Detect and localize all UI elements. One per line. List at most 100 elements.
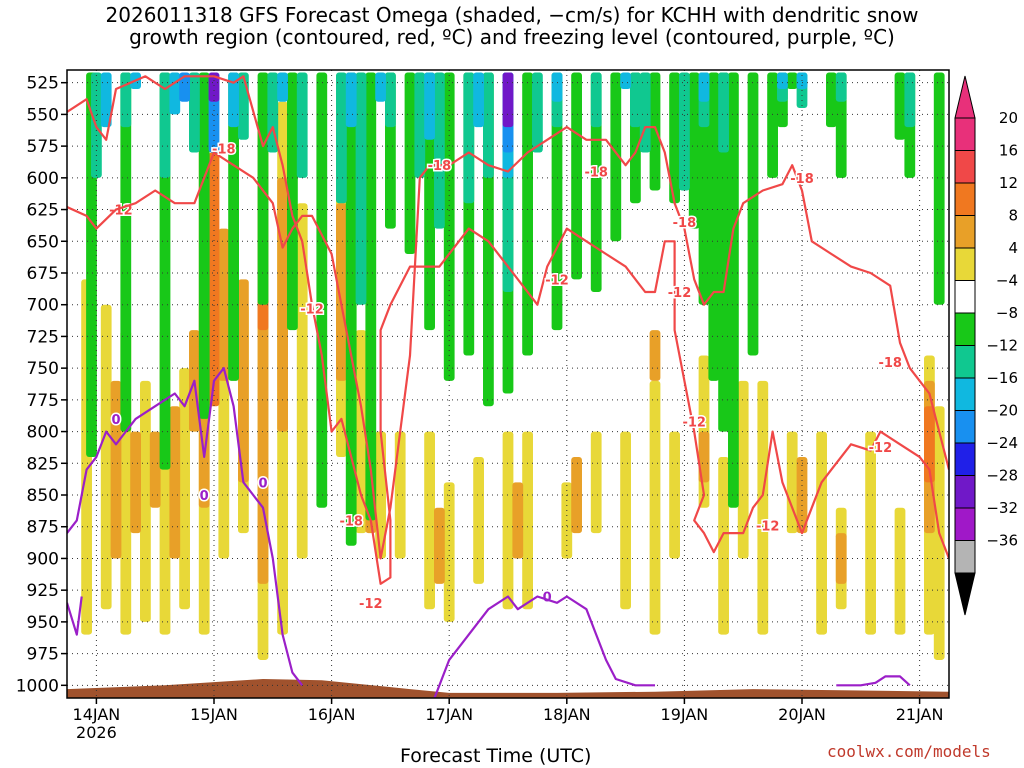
colorbar-top-arrow [954,75,976,119]
omega-cell-up_4 [718,72,729,432]
omega-cell-down_4 [786,431,798,534]
omega-cell-up_12 [551,72,563,102]
omega-cell-up_4 [826,72,837,128]
x-tick-label: 21JAN [896,705,944,724]
colorbar-swatch [954,540,976,574]
omega-cell-up_24 [208,72,220,102]
contour-label: -18 [790,172,814,187]
omega-cell-up_4 [443,72,455,381]
y-tick-label: 525 [27,74,59,94]
omega-cell-down_8 [110,380,122,559]
omega-cell-down_8 [130,431,141,534]
omega-cell-up_12 [473,72,484,128]
contour-label: -18 [428,159,452,174]
omega-cell-up_8 [718,72,729,153]
contour-label: -18 [673,216,697,231]
omega-cell-down_4 [394,431,406,559]
y-tick-label: 725 [27,327,59,347]
omega-cell-down_8 [336,203,347,381]
y-tick-label: 550 [27,105,59,125]
omega-cell-down_4 [865,431,876,635]
omega-cell-up_4 [571,72,582,280]
contour-line [433,595,655,698]
omega-cell-up_12 [100,72,112,128]
omega-cell-up_8 [590,72,602,128]
omega-cell-up_4 [404,72,416,254]
y-axis: 525 550 575 600 625 650 675 700 725 750 775 800 825 8… [16,74,67,696]
x-tick-label: 20JAN [778,705,826,724]
omega-cell-up_8 [630,72,641,128]
omega-cell-down_4 [894,507,906,635]
y-tick-label: 1000 [16,676,59,696]
terrain-fill [67,679,949,698]
omega-cell-up_12 [277,72,288,102]
omega-cell-down_4 [522,431,533,610]
omega-cell-down_4 [218,330,230,559]
colorbar-label: −20 [986,402,1018,420]
y-tick-label: 625 [27,201,59,221]
x-tick-label: 19JAN [661,705,709,724]
colorbar-swatch [954,507,976,541]
contour-label: -18 [584,165,608,180]
omega-cell-up_4 [287,72,298,331]
omega-cell-up_4 [345,72,357,546]
omega-cell-up_4 [933,72,945,305]
colorbar-swatch [954,377,976,411]
omega-cell-up_4 [610,72,622,242]
plot-border [66,69,950,699]
omega-cell-up_4 [120,72,132,432]
y-tick-label: 975 [27,645,59,665]
omega-cell-down_8 [149,431,161,508]
omega-cell-up_8 [355,72,367,305]
colorbar-label: −16 [986,369,1018,387]
contour-label: -12 [668,286,692,301]
colorbar-label: 4 [1008,239,1018,257]
omega-cell-down_4 [179,368,190,610]
credit-text: coolwx.com/models [827,742,991,761]
omega-cell-up_4 [522,72,533,356]
omega-cell-up_4 [728,72,739,508]
y-tick-label: 650 [27,232,59,252]
omega-cell-up_12 [424,72,435,140]
colorbar-label: −8 [996,304,1018,322]
y-tick-label: 825 [27,454,59,474]
colorbar-swatch [954,280,976,314]
contour-label: -12 [869,441,893,456]
y-tick-label: 800 [27,423,59,443]
grid [67,70,949,698]
omega-cell-down_4 [718,456,729,635]
y-tick-label: 575 [27,137,59,157]
chart-title-line1: 2026011318 GFS Forecast Omega (shaded, −… [105,3,919,27]
omega-cell-up_4 [708,72,720,381]
contour-label: -18 [339,514,363,529]
y-tick-label: 875 [27,518,59,538]
omega-cell-up_12 [375,72,386,102]
omega-cell-up_8 [904,72,916,128]
omega-cell-down_8 [835,533,847,584]
contour-label: -12 [756,519,780,534]
colorbar-label: −24 [986,434,1018,452]
x-tick-label: 18JAN [543,705,591,724]
omega-cell-up_8 [336,72,347,204]
omega-cell-up_16 [179,72,190,102]
colorbar-swatch [954,410,976,444]
contour-label: -12 [545,273,569,288]
chart-title: 2026011318 GFS Forecast Omega (shaded, −… [0,4,1024,48]
contour-label: 0 [111,413,120,428]
omega-cell-down_4 [669,431,680,559]
y-tick-label: 600 [27,169,59,189]
contour-label: -18 [212,143,236,158]
omega-cell-up_12 [698,72,710,102]
omega-cell-down_8 [698,431,710,483]
colorbar-label: −4 [996,272,1018,290]
omega-cell-up_8 [679,72,690,191]
colorbar-swatch [954,215,976,249]
omega-cell-down_8 [218,228,230,381]
omega-cell-up_8 [463,72,475,204]
y-tick-label: 700 [27,296,59,316]
x-axis-label: Forecast Time (UTC) [400,745,592,767]
colorbar-label: −32 [986,499,1018,517]
omega-cell-up_4 [747,72,759,356]
y-tick-label: 775 [27,391,59,411]
